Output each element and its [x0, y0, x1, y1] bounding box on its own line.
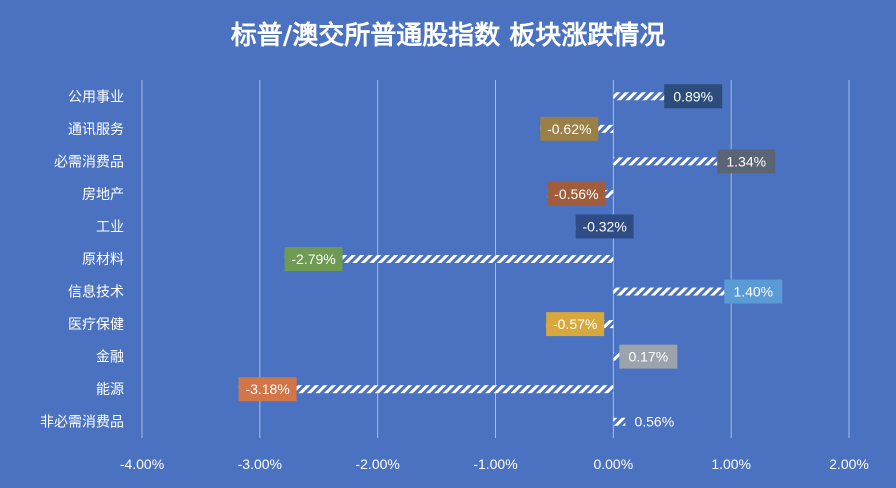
category-label: 必需消费品 [54, 154, 124, 170]
data-label-text: -3.18% [245, 381, 289, 397]
data-label-box [619, 344, 678, 369]
x-tick-label: 1.00% [711, 456, 751, 472]
data-label-text: -0.32% [582, 218, 626, 234]
x-tick-label: -1.00% [473, 456, 517, 472]
chart-title: 标普/澳交所普通股指数 板块涨跌情况 [231, 20, 666, 51]
data-label: 1.40% [724, 279, 783, 304]
bar [613, 157, 772, 166]
bar [613, 287, 779, 296]
data-label-text: -0.62% [547, 121, 591, 137]
data-label: -0.57% [546, 312, 605, 337]
data-label: 0.56% [625, 409, 684, 434]
data-label-box [284, 247, 343, 271]
data-label-text: 0.56% [634, 414, 674, 430]
category-label: 信息技术 [68, 284, 124, 301]
bar [238, 385, 614, 394]
data-label-box [238, 377, 297, 402]
data-label-text: -2.79% [291, 251, 335, 267]
data-label: 0.89% [664, 84, 723, 109]
bars: 0.89% -0.62% 1.34% -0.56% -0.32% -2.79% 1.40% -… [238, 84, 783, 434]
category-label: 工业 [96, 219, 124, 235]
category-label: 房地产 [82, 187, 124, 203]
data-label-box [547, 181, 606, 206]
data-label: -0.62% [540, 116, 599, 141]
data-label: -3.18% [238, 377, 297, 402]
x-tick-label: -4.00% [120, 456, 164, 472]
data-label: 0.17% [619, 344, 678, 369]
bar [284, 255, 614, 263]
data-label-box [625, 409, 684, 434]
category-label: 通讯服务 [68, 122, 124, 138]
data-label: 1.34% [717, 149, 776, 174]
data-label-box [724, 279, 783, 304]
data-label-box [717, 149, 776, 174]
data-label-text: 1.40% [733, 284, 773, 300]
data-label: -0.56% [547, 181, 606, 206]
data-label-text: 1.34% [726, 153, 766, 169]
x-tick-label: 2.00% [829, 456, 869, 472]
data-label-text: -0.57% [553, 316, 597, 332]
data-label-box [575, 214, 634, 239]
category-label: 非必需消费品 [40, 415, 124, 431]
data-label-box [540, 116, 599, 141]
category-label: 原材料 [82, 252, 124, 268]
data-label-box [664, 84, 723, 109]
data-label-text: -0.56% [554, 186, 598, 202]
data-label: -0.32% [575, 214, 634, 239]
data-label-text: 0.89% [673, 88, 713, 104]
category-label: 医疗保健 [68, 317, 124, 333]
data-label-box [546, 312, 605, 337]
data-label-text: 0.17% [628, 349, 668, 365]
category-label: 金融 [96, 350, 124, 366]
data-label: -2.79% [284, 247, 343, 271]
category-label: 公用事业 [68, 89, 124, 105]
x-tick-label: -3.00% [238, 456, 282, 472]
category-label: 能源 [96, 382, 124, 398]
x-tick-label: 0.00% [593, 456, 633, 472]
x-tick-label: -2.00% [355, 456, 399, 472]
x-axis-tick-labels: -4.00% -3.00% -2.00% -1.00% 0.00% 1.00% 2.00% [120, 456, 869, 472]
